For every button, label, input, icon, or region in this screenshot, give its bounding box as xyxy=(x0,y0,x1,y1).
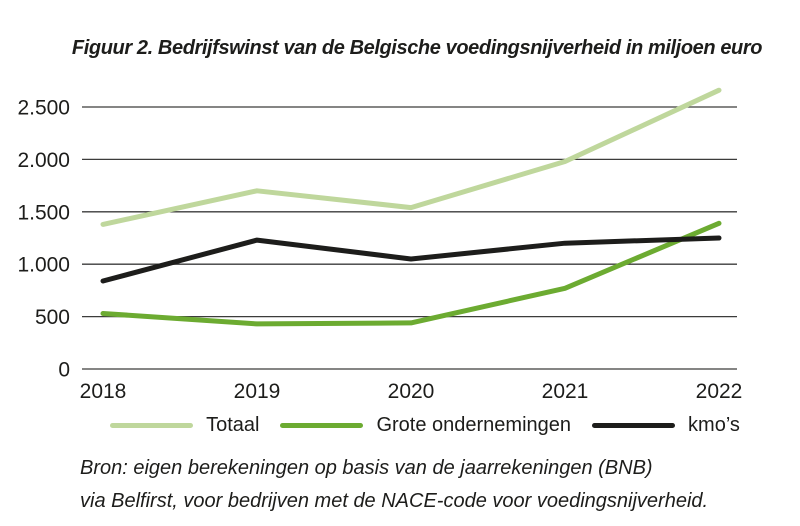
legend-swatch-grote-ondernemingen xyxy=(280,422,364,428)
legend-label-totaal: Totaal xyxy=(206,413,260,436)
chart-legend: Totaal Grote ondernemingen kmo’s xyxy=(50,412,800,438)
profit-line-chart: 0 500 1.000 1.500 2.000 2.500 2018 2019 2020 2021… xyxy=(17,87,743,403)
series-line-totaal xyxy=(100,87,722,227)
y-tick-label-2.500: 2.500 xyxy=(17,97,70,120)
y-tick-label-2.000: 2.000 xyxy=(17,149,70,172)
y-tick-label-0: 0 xyxy=(58,359,70,382)
x-tick-label-2022: 2022 xyxy=(696,380,743,403)
figure-title: Figuur 2. Bedrijfswinst van de Belgische… xyxy=(71,37,763,59)
source-line-2: via Belfirst, voor bedrijven met de NACE… xyxy=(80,490,709,512)
series-line-grote-ondernemingen xyxy=(100,220,722,327)
legend-item-grote-ondernemingen: Grote ondernemingen xyxy=(280,414,571,437)
legend-label-grote-ondernemingen: Grote ondernemingen xyxy=(376,413,572,436)
y-tick-label-500: 500 xyxy=(35,306,70,329)
source-line-1: Bron: eigen berekeningen op basis van de… xyxy=(80,457,653,479)
x-tick-label-2018: 2018 xyxy=(80,380,127,403)
source-note: Bron: eigen berekeningen op basis van de… xyxy=(80,452,776,518)
legend-swatch-kmos xyxy=(592,422,676,428)
x-tick-label-2019: 2019 xyxy=(234,380,281,403)
x-tick-label-2020: 2020 xyxy=(388,380,435,403)
x-tick-label-2021: 2021 xyxy=(542,380,589,403)
series-line-kmo-s xyxy=(100,235,722,284)
y-tick-label-1.000: 1.000 xyxy=(17,254,70,277)
legend-label-kmos: kmo’s xyxy=(688,413,740,436)
y-tick-label-1.500: 1.500 xyxy=(17,201,70,224)
legend-swatch-totaal xyxy=(110,422,194,428)
legend-item-totaal: Totaal xyxy=(110,414,259,437)
legend-item-kmos: kmo’s xyxy=(592,414,740,437)
